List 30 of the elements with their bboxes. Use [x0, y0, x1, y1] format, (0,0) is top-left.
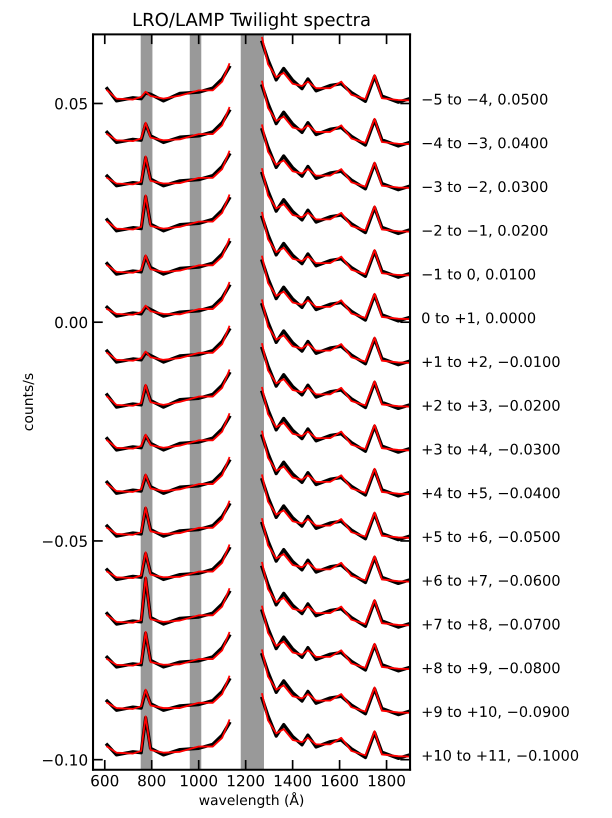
series-label: +8 to +9, −0.0800 [422, 662, 560, 675]
series-label: +3 to +4, −0.0300 [422, 444, 560, 456]
series-label: +1 to +2, −0.0100 [422, 356, 560, 369]
series-label: −5 to −4, 0.0500 [422, 94, 548, 106]
series-label: +2 to +3, −0.0200 [422, 400, 560, 412]
y-tick-label: −0.10 [42, 754, 88, 766]
series-label: +5 to +6, −0.0500 [422, 531, 560, 544]
series-label: −4 to −3, 0.0400 [422, 137, 548, 150]
x-tick-label: 1600 [322, 774, 358, 786]
series-label: +9 to +10, −0.0900 [422, 706, 569, 719]
x-tick-label: 600 [91, 774, 118, 786]
series-label: +6 to +7, −0.0600 [422, 574, 560, 588]
series-label: 0 to +1, 0.0000 [422, 312, 536, 325]
series-label: +7 to +8, −0.0700 [422, 618, 560, 632]
y-axis-title: counts/s [22, 374, 34, 430]
x-axis-title: wavelength (Å) [199, 792, 304, 808]
x-tick-label: 1400 [274, 774, 312, 786]
chart-title: LRO/LAMP Twilight spectra [134, 12, 370, 30]
x-tick-label: 1200 [228, 774, 264, 786]
series-label: −1 to 0, 0.0100 [422, 268, 536, 282]
series-label: −3 to −2, 0.0300 [422, 181, 548, 194]
y-tick-label: 0.05 [55, 98, 87, 110]
y-tick-label: 0.00 [55, 316, 88, 328]
series-label: +4 to +5, −0.0400 [422, 487, 560, 500]
series-label: −2 to −1, 0.0200 [422, 224, 548, 238]
x-tick-label: 1800 [368, 774, 405, 786]
series-label: +10 to +11, −0.1000 [422, 750, 578, 762]
x-tick-label: 1000 [180, 774, 218, 786]
x-tick-label: 800 [138, 774, 166, 786]
y-tick-label: −0.05 [42, 535, 87, 547]
